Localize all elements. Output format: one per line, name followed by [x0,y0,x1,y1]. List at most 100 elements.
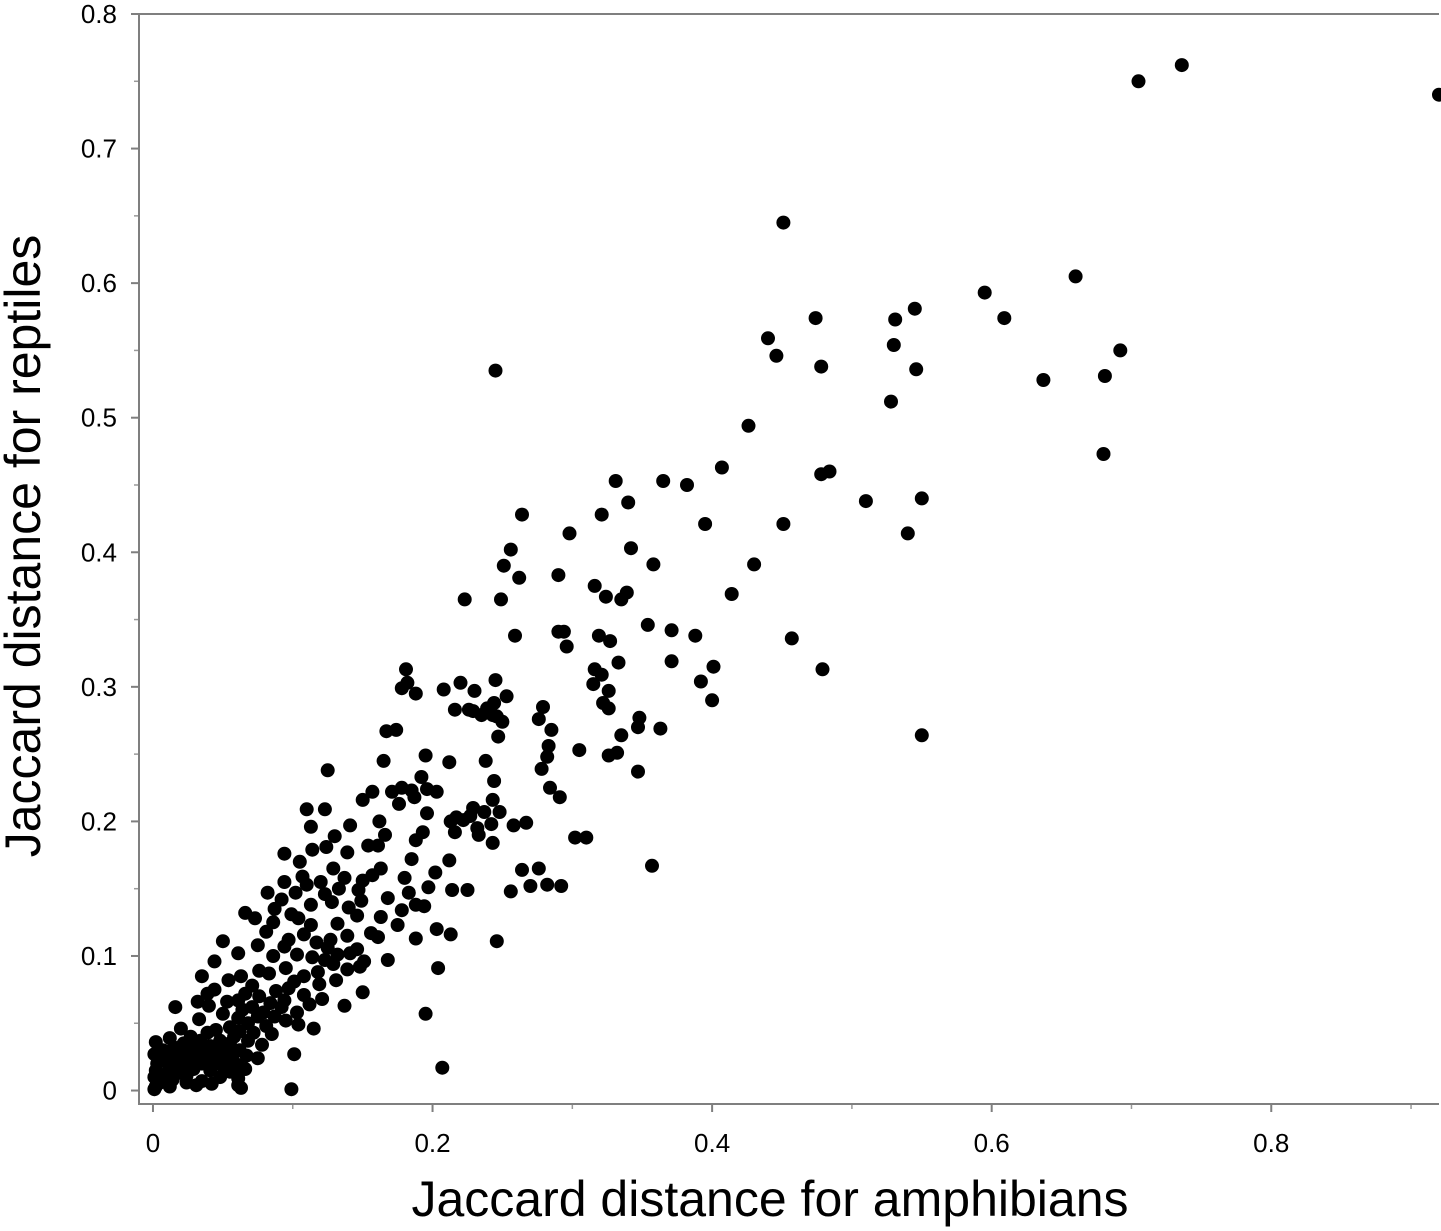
data-point [288,885,303,900]
data-point [888,312,903,327]
points [147,58,1441,1097]
data-point [1113,343,1128,358]
data-point [278,1013,293,1028]
data-point [337,870,352,885]
data-point [540,749,555,764]
data-point [407,790,422,805]
data-point [914,491,929,506]
data-point [312,977,327,992]
data-point [310,965,325,980]
x-tick-labels: 0 0.2 0.4 0.6 0.8 [146,1128,1290,1158]
data-point [147,1082,162,1097]
data-point [291,911,306,926]
data-point [329,973,344,988]
data-point [355,792,370,807]
data-point [487,774,502,788]
data-point [645,858,659,873]
data-point [190,994,205,1009]
data-point [417,899,432,914]
data-point [201,998,216,1013]
data-point [488,673,503,688]
data-point [552,790,567,805]
data-point [484,817,499,832]
data-point [306,1021,321,1036]
data-point [287,1047,302,1062]
data-point [320,763,335,778]
data-point [264,1027,279,1041]
data-point [331,881,346,896]
data-point [302,997,317,1012]
data-point [1097,369,1112,383]
data-point [601,701,616,716]
y-tick-label: 0.6 [81,268,117,298]
data-point [259,924,274,939]
data-point [572,743,587,758]
data-point [330,916,345,931]
data-point [436,682,451,697]
data-point [568,830,583,845]
data-point [598,589,613,604]
data-point [488,363,503,378]
data-point [886,338,901,352]
data-point [543,780,557,795]
data-point [443,927,458,942]
x-tick-label: 0.6 [974,1128,1010,1158]
y-tick-label: 0 [103,1076,117,1106]
data-point [431,961,446,976]
data-point [741,418,756,433]
data-point [399,662,413,677]
data-point [909,362,924,377]
data-point [284,1082,299,1097]
data-point [688,628,703,643]
data-point [494,592,508,607]
data-point [503,542,518,557]
data-point [354,893,369,908]
data-point [327,829,342,844]
data-point [515,862,529,877]
data-point [299,877,314,892]
x-tick-label: 0 [146,1128,160,1158]
data-point [693,674,708,689]
data-point [380,953,395,967]
data-point [299,802,314,817]
y-axis-title: Jaccard distance for reptiles [0,235,51,858]
data-point [204,1076,219,1091]
data-point [255,1037,269,1052]
data-point [340,845,355,860]
data-point [559,639,574,654]
y-tick-label: 0.4 [81,537,117,567]
data-point [776,215,791,230]
data-point [162,1079,177,1094]
data-point [390,918,405,932]
data-point [1432,87,1441,102]
data-point [408,931,423,946]
data-point [266,949,281,963]
data-point [305,842,320,857]
data-point [429,784,444,799]
data-point [492,805,507,819]
data-point [680,478,694,492]
data-point [614,728,629,743]
data-point [640,617,655,632]
data-point [611,655,626,670]
data-point [461,702,476,717]
data-point [653,721,668,736]
data-point [551,624,566,639]
data-point [608,474,623,488]
data-point [277,875,292,889]
data-point [495,714,510,729]
data-point [250,1009,265,1024]
data-point [361,838,376,853]
data-point [496,558,511,573]
data-point [296,927,311,942]
data-point [234,969,248,984]
data-point [477,805,492,819]
data-point [808,311,823,326]
data-point [168,1000,183,1015]
data-point [394,903,409,918]
data-point [192,1012,207,1027]
data-point [515,507,529,522]
data-point [656,474,671,488]
data-point [435,1060,450,1075]
data-point [769,348,784,363]
